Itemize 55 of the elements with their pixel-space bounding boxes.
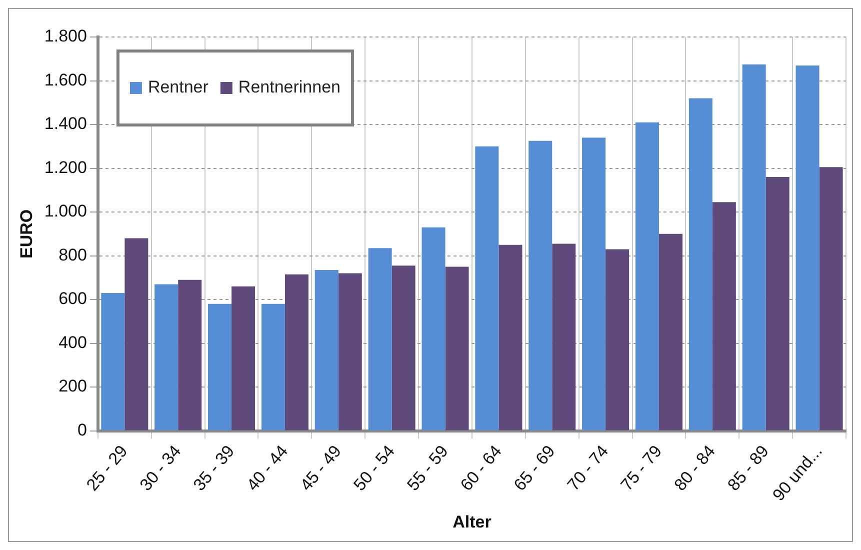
bar bbox=[635, 122, 659, 430]
bar bbox=[796, 65, 820, 430]
bar bbox=[582, 138, 606, 430]
bar bbox=[552, 244, 576, 430]
x-tick-label: 85 - 89 bbox=[724, 442, 773, 494]
bar bbox=[422, 227, 446, 430]
bar bbox=[232, 286, 256, 430]
bar bbox=[819, 167, 843, 430]
x-tick-label: 35 - 39 bbox=[190, 442, 238, 494]
x-tick-label: 75 - 79 bbox=[617, 442, 666, 494]
bar bbox=[338, 273, 362, 430]
bar bbox=[101, 292, 125, 430]
bar bbox=[208, 304, 232, 430]
x-axis-title: Alter bbox=[452, 512, 492, 532]
bar bbox=[445, 266, 469, 430]
x-tick-label: 65 - 69 bbox=[510, 442, 559, 494]
legend-label: Rentnerinnen bbox=[238, 78, 340, 97]
x-tick-label: 45 - 49 bbox=[296, 442, 346, 494]
bar bbox=[475, 146, 499, 430]
bar bbox=[368, 248, 392, 430]
x-tick-label: 70 - 74 bbox=[564, 442, 612, 494]
bar bbox=[154, 284, 178, 430]
x-tick-label: 80 - 84 bbox=[670, 442, 720, 494]
bar bbox=[392, 266, 416, 430]
x-tick-label: 25 - 29 bbox=[82, 442, 132, 494]
y-tick-label: 200 bbox=[58, 376, 87, 396]
bar bbox=[766, 177, 790, 430]
bar bbox=[314, 270, 338, 430]
y-axis-title: EURO bbox=[16, 209, 36, 258]
x-tick-label: 30 - 34 bbox=[136, 442, 185, 494]
x-tick-label: 40 - 44 bbox=[243, 442, 292, 494]
bar bbox=[261, 304, 285, 430]
y-tick-label: 1.200 bbox=[44, 158, 87, 177]
bar bbox=[178, 280, 202, 430]
bar bbox=[712, 202, 736, 430]
y-tick-label: 1.800 bbox=[44, 26, 87, 46]
bar bbox=[742, 64, 766, 430]
y-tick-label: 1.400 bbox=[44, 114, 87, 134]
bar bbox=[124, 238, 148, 430]
y-tick-label: 600 bbox=[58, 289, 87, 308]
y-tick-label: 1.000 bbox=[44, 202, 87, 221]
legend-label: Rentner bbox=[148, 78, 209, 97]
y-tick-label: 0 bbox=[77, 420, 87, 440]
bar bbox=[528, 140, 552, 430]
bar bbox=[606, 249, 630, 430]
x-tick-label: 60 - 64 bbox=[456, 442, 506, 494]
y-tick-label: 800 bbox=[58, 245, 87, 264]
bar bbox=[498, 244, 522, 430]
x-tick-label: 50 - 54 bbox=[350, 442, 398, 494]
y-tick-label: 400 bbox=[58, 332, 87, 352]
y-tick-label: 1.600 bbox=[44, 70, 87, 90]
x-tick-label: 55 - 59 bbox=[403, 442, 452, 494]
bar bbox=[284, 274, 308, 430]
bar bbox=[658, 234, 682, 430]
bar bbox=[688, 98, 712, 430]
